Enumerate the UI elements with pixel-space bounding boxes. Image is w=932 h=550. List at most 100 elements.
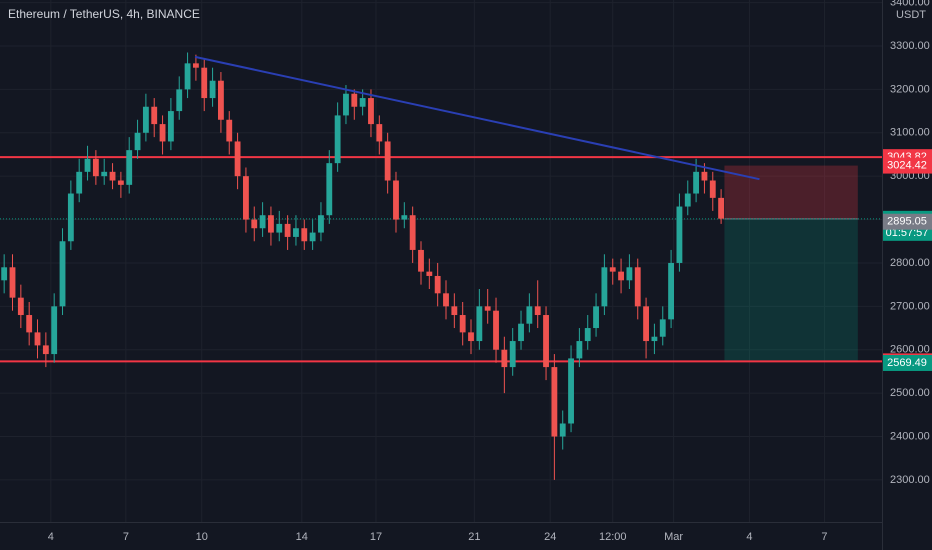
candle-body bbox=[384, 141, 391, 181]
candle-body bbox=[226, 119, 233, 142]
candle-body bbox=[243, 176, 249, 220]
candle-body bbox=[101, 171, 108, 177]
x-tick-label: 7 bbox=[821, 531, 827, 543]
candle-body bbox=[718, 197, 725, 219]
candle-body bbox=[234, 141, 241, 177]
candle-body bbox=[668, 262, 675, 320]
candle-body bbox=[167, 111, 174, 142]
candle-body bbox=[268, 215, 274, 233]
candle-body bbox=[134, 132, 141, 151]
price-tag-countdown: 01:57:57 bbox=[886, 227, 929, 239]
candle-body bbox=[643, 306, 649, 342]
candle-body bbox=[217, 80, 224, 120]
x-tick-label: 24 bbox=[544, 531, 556, 543]
candle-body bbox=[559, 423, 566, 437]
candle-body bbox=[51, 306, 58, 355]
candle-body bbox=[343, 93, 349, 116]
candle-body bbox=[209, 80, 216, 99]
candle-body bbox=[526, 306, 533, 324]
y-tick-label: 3300.00 bbox=[890, 40, 930, 52]
candle-body bbox=[626, 267, 633, 281]
candle-body bbox=[334, 115, 341, 164]
candle-body bbox=[84, 158, 91, 172]
candle-body bbox=[251, 219, 258, 229]
candle-body bbox=[276, 223, 283, 233]
candle-body bbox=[393, 180, 399, 220]
stop-zone bbox=[724, 165, 858, 219]
candle-body bbox=[359, 98, 366, 107]
y-tick-label: 2500.00 bbox=[890, 387, 930, 399]
y-tick-label: 2600.00 bbox=[890, 344, 930, 356]
candle-body bbox=[9, 267, 16, 298]
x-tick-label: 21 bbox=[468, 531, 480, 543]
candle-body bbox=[484, 306, 491, 311]
target-zone bbox=[724, 218, 858, 362]
candle-body bbox=[659, 319, 666, 337]
candle-body bbox=[368, 98, 374, 125]
y-tick-label: 3400.00 bbox=[890, 0, 930, 9]
candle-body bbox=[651, 336, 658, 342]
candle-body bbox=[159, 124, 166, 142]
candle-body bbox=[109, 171, 116, 181]
trendline bbox=[194, 55, 760, 181]
price-tag-label: 2569.49 bbox=[887, 357, 927, 369]
candle-body bbox=[684, 193, 691, 207]
y-tick-label: 3100.00 bbox=[890, 127, 930, 139]
candle-body bbox=[318, 215, 324, 233]
price-tag-label: 2895.05 bbox=[887, 216, 927, 228]
candle-body bbox=[284, 223, 291, 237]
candle-body bbox=[551, 367, 558, 437]
candle-body bbox=[568, 358, 574, 424]
candle-body bbox=[476, 306, 483, 342]
candle-body bbox=[601, 267, 608, 307]
candle-body bbox=[326, 163, 333, 216]
candle-body bbox=[309, 232, 316, 242]
candle-body bbox=[609, 267, 616, 272]
x-tick-label: 17 bbox=[370, 531, 382, 543]
candle-body bbox=[184, 63, 191, 90]
y-tick-label: 3200.00 bbox=[890, 83, 930, 95]
y-tick-label: 2800.00 bbox=[890, 257, 930, 269]
price-tag bbox=[883, 157, 932, 174]
x-tick-label: 4 bbox=[746, 531, 752, 543]
candle-body bbox=[451, 306, 458, 316]
candle-body bbox=[76, 171, 83, 194]
candle-body bbox=[293, 228, 299, 237]
x-tick-label: 4 bbox=[48, 531, 54, 543]
x-tick-label: 12:00 bbox=[599, 531, 627, 543]
candle-body bbox=[26, 315, 33, 333]
plot-area bbox=[0, 0, 882, 522]
candle-body bbox=[509, 341, 516, 368]
candle-body bbox=[701, 171, 708, 181]
candle-body bbox=[468, 332, 474, 342]
candle-body bbox=[501, 349, 508, 368]
currency-label: USDT bbox=[896, 9, 926, 21]
candle-body bbox=[593, 306, 599, 329]
candle-body bbox=[409, 215, 416, 250]
candle-body bbox=[351, 93, 358, 107]
candle-body bbox=[584, 328, 591, 342]
candle-body bbox=[434, 275, 441, 294]
candle-body bbox=[534, 306, 541, 316]
candle-body bbox=[42, 345, 49, 355]
candle-body bbox=[634, 267, 641, 307]
candle-body bbox=[92, 158, 99, 177]
price-tag bbox=[883, 354, 932, 371]
candle-body bbox=[518, 323, 524, 342]
candle-body bbox=[576, 341, 583, 359]
candle-body bbox=[34, 332, 41, 346]
candle-body bbox=[301, 228, 308, 242]
candle-body bbox=[493, 310, 499, 350]
x-tick-label: 14 bbox=[296, 531, 308, 543]
x-tick-label: 7 bbox=[123, 531, 129, 543]
price-tag bbox=[883, 213, 932, 230]
candle-body bbox=[401, 215, 408, 220]
candle-body bbox=[543, 315, 549, 368]
candle-body bbox=[117, 180, 124, 185]
candle-body bbox=[709, 180, 716, 198]
y-tick-label: 2400.00 bbox=[890, 430, 930, 442]
candle-body bbox=[676, 206, 683, 263]
candle-body bbox=[1, 267, 8, 281]
